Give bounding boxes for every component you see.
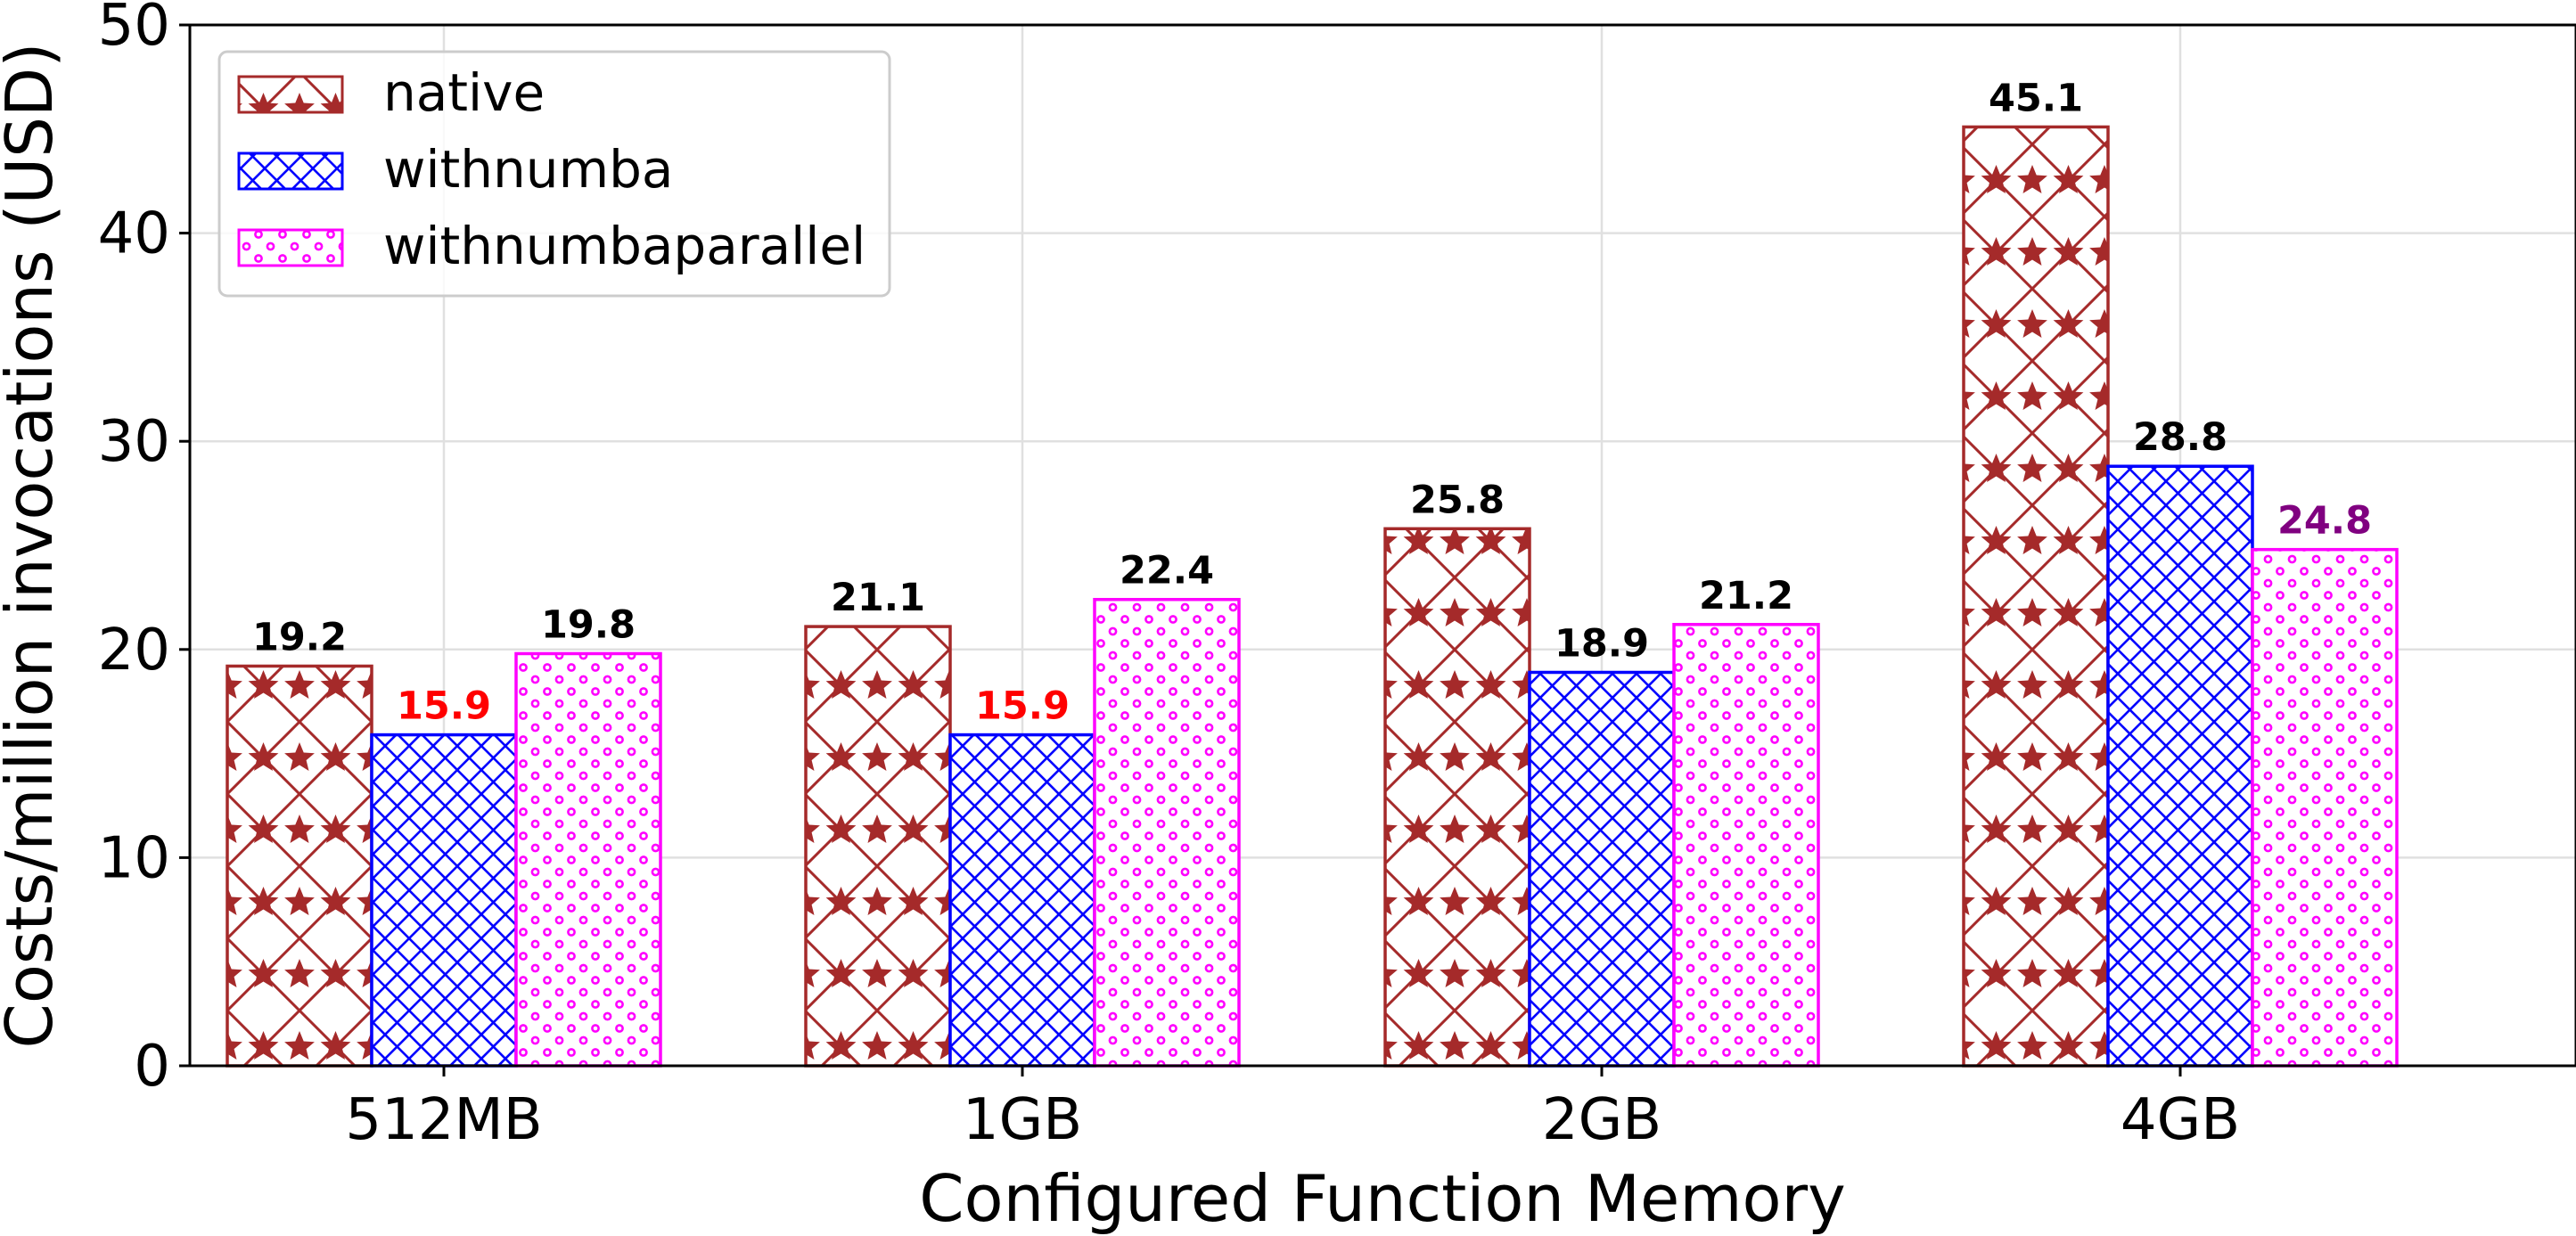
legend: native withnumba withnumbaparallel — [217, 50, 891, 298]
x-tick-label: 1GB — [963, 1087, 1082, 1153]
data-label: 19.8 — [541, 602, 636, 647]
bar-withnumbaparallel-2GB — [1672, 623, 1820, 1068]
data-label: 24.8 — [2277, 499, 2372, 544]
bar-withnumba-2GB — [1528, 670, 1676, 1068]
bar-withnumbaparallel-512MB — [514, 651, 662, 1068]
y-tick-label: 30 — [98, 409, 170, 475]
data-label: 18.9 — [1555, 621, 1649, 666]
bar-native-2GB — [1383, 527, 1531, 1068]
y-tick-label: 40 — [98, 201, 170, 267]
y-tick-label: 10 — [98, 825, 170, 891]
data-label: 25.8 — [1410, 478, 1505, 522]
y-tick-label: 50 — [98, 0, 170, 59]
y-tick-label: 20 — [98, 618, 170, 683]
data-labels: 19.2 21.1 25.8 45.1 15.9 15.9 18.9 28.8 19.8 22.4… — [252, 76, 2372, 728]
data-label: 45.1 — [1989, 76, 2083, 120]
x-tick-label: 2GB — [1542, 1087, 1661, 1153]
plot-frame — [188, 23, 2576, 1068]
legend-label-withnumba: withnumba — [383, 139, 673, 200]
y-axis-title: Costs/million invocations (USD) — [0, 43, 67, 1049]
legend-swatch-withnumbaparallel — [237, 228, 344, 267]
y-tick-label: 0 — [134, 1034, 170, 1100]
data-label: 22.4 — [1120, 549, 1214, 593]
x-axis-title: Configured Function Memory — [919, 1161, 1846, 1236]
legend-box — [217, 50, 891, 298]
x-tick-label: 4GB — [2121, 1087, 2240, 1153]
bar-native-512MB — [226, 664, 373, 1068]
bar-withnumba-512MB — [370, 733, 518, 1068]
data-label: 28.8 — [2133, 415, 2227, 460]
data-label: 15.9 — [397, 684, 491, 729]
legend-swatch-withnumba — [237, 151, 344, 191]
bar-withnumbaparallel-1GB — [1093, 597, 1241, 1068]
x-tick-label: 512MB — [345, 1087, 542, 1153]
legend-swatch-native — [237, 75, 344, 114]
legend-label-withnumbaparallel: withnumbaparallel — [383, 216, 866, 276]
data-label: 19.2 — [252, 615, 347, 659]
bar-withnumbaparallel-4GB — [2251, 547, 2399, 1068]
bar-withnumba-1GB — [948, 733, 1096, 1068]
data-label: 15.9 — [975, 684, 1070, 729]
data-label: 21.2 — [1699, 574, 1793, 618]
legend-label-native: native — [383, 62, 545, 123]
data-label: 21.1 — [831, 576, 925, 620]
bar-native-1GB — [804, 625, 952, 1068]
axis-ticks: 0 10 20 30 40 50 512MB 1GB 2GB 4GB — [98, 0, 2241, 1153]
bar-native-4GB — [1962, 125, 2110, 1068]
bar-withnumba-4GB — [2106, 464, 2254, 1068]
